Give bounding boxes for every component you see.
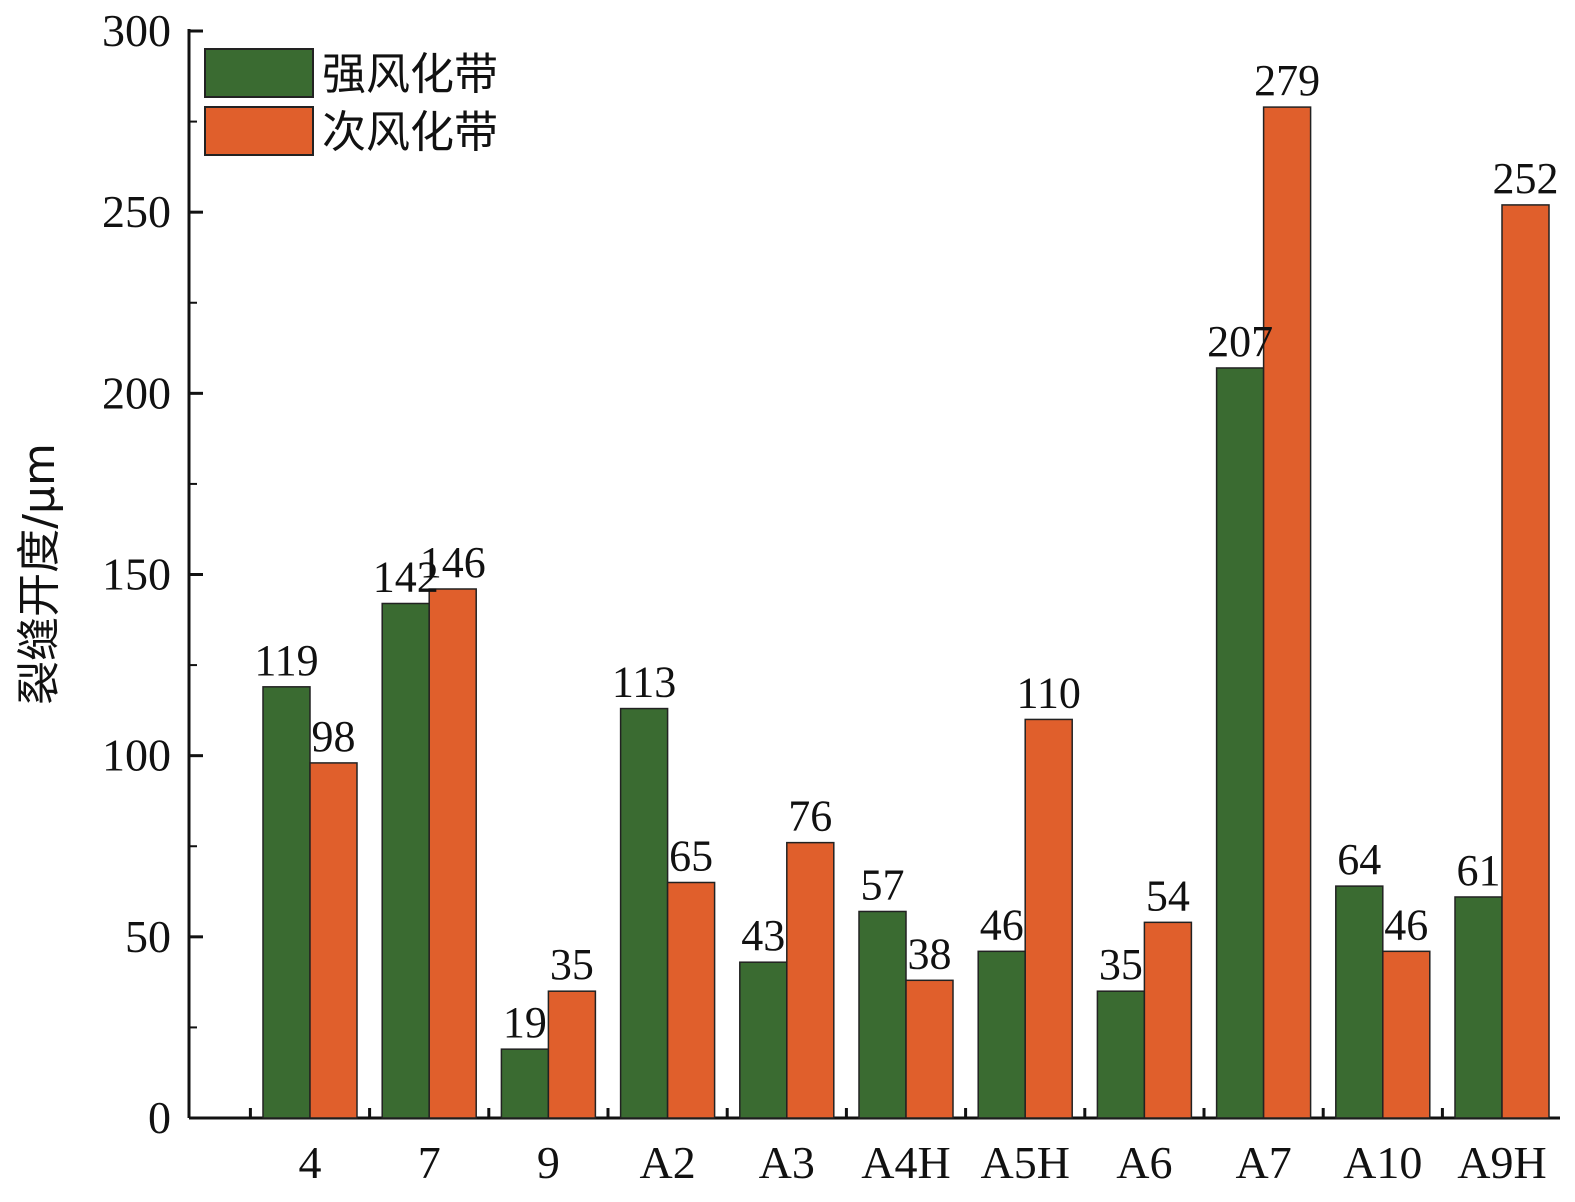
data-label: 113 xyxy=(612,658,676,707)
legend-swatch xyxy=(204,48,314,98)
data-label: 119 xyxy=(254,636,318,685)
data-label: 64 xyxy=(1337,835,1381,884)
x-tick-label: 9 xyxy=(537,1137,560,1188)
bar-secondary-A10 xyxy=(1382,950,1431,1119)
x-tick-label: A4H xyxy=(861,1137,950,1188)
data-label: 35 xyxy=(1099,940,1143,989)
y-tick-label: 50 xyxy=(125,911,171,962)
data-label: 252 xyxy=(1493,154,1559,203)
bar-secondary-9 xyxy=(547,990,597,1119)
bar-secondary-A4H xyxy=(905,979,954,1119)
bar-strong-A7 xyxy=(1215,367,1265,1119)
y-tick-label: 100 xyxy=(102,730,171,781)
data-label: 54 xyxy=(1146,871,1190,920)
y-tick-label: 300 xyxy=(102,5,171,56)
bar-strong-A6 xyxy=(1096,990,1146,1119)
bar-secondary-7 xyxy=(428,588,477,1119)
bar-strong-A3 xyxy=(739,961,788,1119)
y-tick-label: 0 xyxy=(148,1092,171,1143)
x-tick-label: A7 xyxy=(1235,1137,1291,1188)
y-axis-title: 裂缝开度/μm xyxy=(14,443,65,705)
legend-swatch xyxy=(204,106,314,156)
data-label: 46 xyxy=(1384,900,1428,949)
bar-secondary-A2 xyxy=(666,881,716,1119)
bar-strong-A2 xyxy=(619,707,669,1119)
x-axis: 4 7 9 A2 A3 A4H A5H A6 A7 A10 A9H xyxy=(189,1108,1560,1188)
data-label: 38 xyxy=(908,929,952,978)
y-tick-label: 150 xyxy=(102,549,171,600)
bar-strong-7 xyxy=(381,602,430,1119)
data-label: 65 xyxy=(669,831,713,880)
y-tick-label: 250 xyxy=(102,186,171,237)
x-tick-label: A6 xyxy=(1116,1137,1172,1188)
x-tick-label: A3 xyxy=(759,1137,815,1188)
data-label: 61 xyxy=(1457,846,1501,895)
y-tick-label: 200 xyxy=(102,367,171,418)
x-tick-label: A10 xyxy=(1343,1137,1422,1188)
x-tick-label: A9H xyxy=(1457,1137,1546,1188)
data-label: 279 xyxy=(1254,56,1320,105)
y-axis: 0 50 100 150 200 250 300 xyxy=(102,5,203,1143)
bar-strong-A4H xyxy=(858,910,907,1119)
data-label: 19 xyxy=(503,998,547,1047)
bar-secondary-A3 xyxy=(786,841,835,1119)
bar-secondary-A9H xyxy=(1501,204,1550,1119)
bar-secondary-A6 xyxy=(1143,921,1193,1119)
data-label: 142 xyxy=(373,552,439,601)
data-label: 146 xyxy=(420,538,486,587)
data-label: 110 xyxy=(1017,668,1081,717)
bar-strong-4 xyxy=(262,686,311,1119)
data-label: 43 xyxy=(741,911,785,960)
x-tick-label: 7 xyxy=(418,1137,441,1188)
bar-strong-9 xyxy=(500,1048,550,1119)
legend-label: 次风化带 xyxy=(322,107,498,158)
bars xyxy=(262,106,1550,1119)
bar-secondary-4 xyxy=(309,762,358,1119)
bar-strong-A5H xyxy=(977,950,1026,1119)
bar-secondary-A5H xyxy=(1024,718,1073,1119)
data-labels: 119 142 19 113 43 57 46 35 207 64 61 98 146 35 65 76 38 1… xyxy=(254,56,1558,1047)
data-label: 76 xyxy=(788,792,832,841)
legend-label: 强风化带 xyxy=(322,49,498,100)
x-tick-label: A2 xyxy=(639,1137,695,1188)
bar-secondary-A7 xyxy=(1262,106,1312,1119)
x-tick-label: A5H xyxy=(980,1137,1069,1188)
x-tick-label: 4 xyxy=(299,1137,322,1188)
bar-strong-A9H xyxy=(1454,896,1503,1119)
bar-strong-A10 xyxy=(1335,885,1384,1119)
data-label: 35 xyxy=(550,940,594,989)
data-label: 207 xyxy=(1207,317,1273,366)
data-label: 57 xyxy=(861,860,905,909)
data-label: 98 xyxy=(312,712,356,761)
data-label: 46 xyxy=(980,900,1024,949)
